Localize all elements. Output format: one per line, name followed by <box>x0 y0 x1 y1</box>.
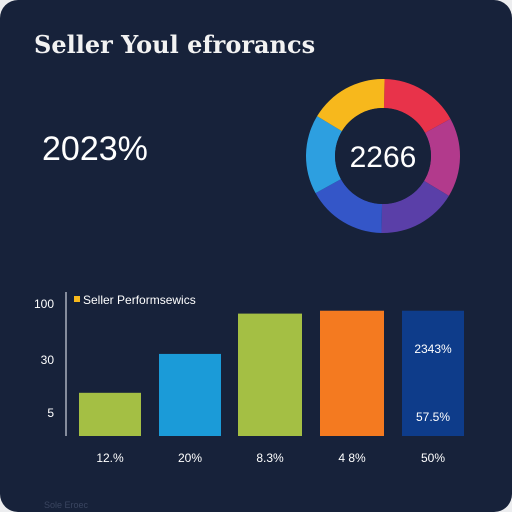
bar-4 <box>402 310 464 436</box>
footer-text: Sole Eroec <box>44 500 89 510</box>
legend-label: Seller Performsewics <box>83 293 196 307</box>
donut-hole <box>335 108 431 204</box>
bar-0 <box>79 392 141 436</box>
donut-segment-2 <box>381 180 449 233</box>
y-tick-label: 100 <box>34 297 54 311</box>
bar-1 <box>159 353 221 436</box>
donut-center-label: 2266 <box>350 141 417 174</box>
x-tick-label: 4 8% <box>338 451 366 465</box>
legend-swatch <box>74 296 80 302</box>
x-tick-label: 8.3% <box>256 451 284 465</box>
donut-chart: 2266 <box>306 79 460 233</box>
y-tick-label: 5 <box>47 406 54 420</box>
data-label: 2343% <box>414 342 452 356</box>
donut-segment-0 <box>383 79 451 133</box>
x-tick-label: 12.% <box>96 451 124 465</box>
big-stat-value: 2023% <box>42 130 148 168</box>
donut-segment-1 <box>424 118 460 196</box>
bar-2 <box>238 313 302 436</box>
y-tick-label: 30 <box>41 353 55 367</box>
donut-segment-4 <box>306 116 342 194</box>
bar-chart: 100 30 5 12.% 20% 8.3% 4 8% 50% 2343% 57.5% Seller… <box>34 292 464 465</box>
x-tick-label: 20% <box>178 451 202 465</box>
donut-segment-5 <box>317 79 385 132</box>
donut-segment-3 <box>315 179 383 233</box>
bar-3 <box>320 310 384 436</box>
data-label: 57.5% <box>416 410 450 424</box>
page-title: Seller Youl efrorancs <box>34 30 316 59</box>
x-tick-label: 50% <box>421 451 445 465</box>
